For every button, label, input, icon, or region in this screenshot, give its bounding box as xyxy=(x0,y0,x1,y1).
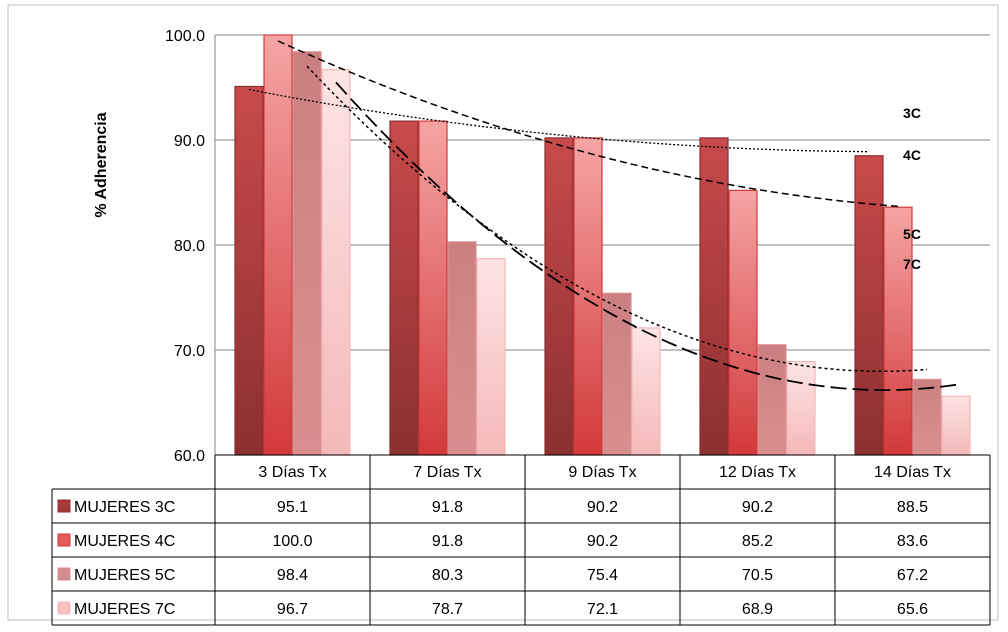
y-tick-label: 70.0 xyxy=(174,343,205,360)
legend-swatch xyxy=(57,567,71,581)
bar xyxy=(544,137,574,456)
data-label: 80.3 xyxy=(432,567,463,584)
legend-label: MUJERES 5C xyxy=(74,567,175,584)
bar xyxy=(912,378,942,456)
bar xyxy=(263,34,293,456)
bar xyxy=(631,327,661,456)
bar xyxy=(883,206,913,456)
data-label: 70.5 xyxy=(742,567,773,584)
bar xyxy=(699,137,729,456)
trendline xyxy=(248,88,870,153)
bar xyxy=(854,155,884,456)
x-tick-label: 14 Días Tx xyxy=(874,464,951,481)
bar xyxy=(757,344,787,456)
legend-label: MUJERES 7C xyxy=(74,601,175,618)
bar xyxy=(941,395,971,456)
x-tick-label: 12 Días Tx xyxy=(719,464,796,481)
data-label: 68.9 xyxy=(742,601,773,618)
bar xyxy=(476,258,506,456)
data-label: 91.8 xyxy=(432,533,463,550)
data-label: 72.1 xyxy=(587,601,618,618)
trendline-label: 4C xyxy=(903,147,921,163)
legend-swatch xyxy=(57,533,71,547)
bar xyxy=(786,360,816,456)
data-label: 83.6 xyxy=(897,533,928,550)
data-label: 65.6 xyxy=(897,601,928,618)
y-tick-label: 90.0 xyxy=(174,133,205,150)
data-label: 90.2 xyxy=(587,533,618,550)
data-label: 75.4 xyxy=(587,567,618,584)
trendline-label: 5C xyxy=(903,226,921,242)
data-label: 85.2 xyxy=(742,533,773,550)
data-label: 78.7 xyxy=(432,601,463,618)
bar xyxy=(728,189,758,456)
data-label: 98.4 xyxy=(277,567,308,584)
x-tick-label: 9 Días Tx xyxy=(568,464,636,481)
y-tick-label: 60.0 xyxy=(174,448,205,465)
y-tick-label: 100.0 xyxy=(165,28,205,45)
data-label: 95.1 xyxy=(277,499,308,516)
data-label: 100.0 xyxy=(272,533,312,550)
x-tick-label: 7 Días Tx xyxy=(413,464,481,481)
legend-swatch xyxy=(57,601,71,615)
trendline xyxy=(335,81,957,392)
bar xyxy=(447,241,477,456)
data-label: 96.7 xyxy=(277,601,308,618)
data-label: 67.2 xyxy=(897,567,928,584)
data-label: 91.8 xyxy=(432,499,463,516)
bar xyxy=(418,120,448,456)
legend-swatch xyxy=(57,499,71,513)
trendline-label: 3C xyxy=(903,105,921,121)
bar xyxy=(321,69,351,456)
data-label: 90.2 xyxy=(587,499,618,516)
legend-label: MUJERES 4C xyxy=(74,533,175,550)
y-axis-title: % Adherencia xyxy=(93,112,110,217)
bar xyxy=(292,51,322,456)
bar xyxy=(602,292,632,456)
y-tick-label: 80.0 xyxy=(174,238,205,255)
legend-label: MUJERES 3C xyxy=(74,499,175,516)
trendline-label: 7C xyxy=(903,256,921,272)
trendline xyxy=(277,40,899,208)
bar xyxy=(389,120,419,456)
data-label: 90.2 xyxy=(742,499,773,516)
x-tick-label: 3 Días Tx xyxy=(258,464,326,481)
data-label: 88.5 xyxy=(897,499,928,516)
bar xyxy=(234,85,264,456)
